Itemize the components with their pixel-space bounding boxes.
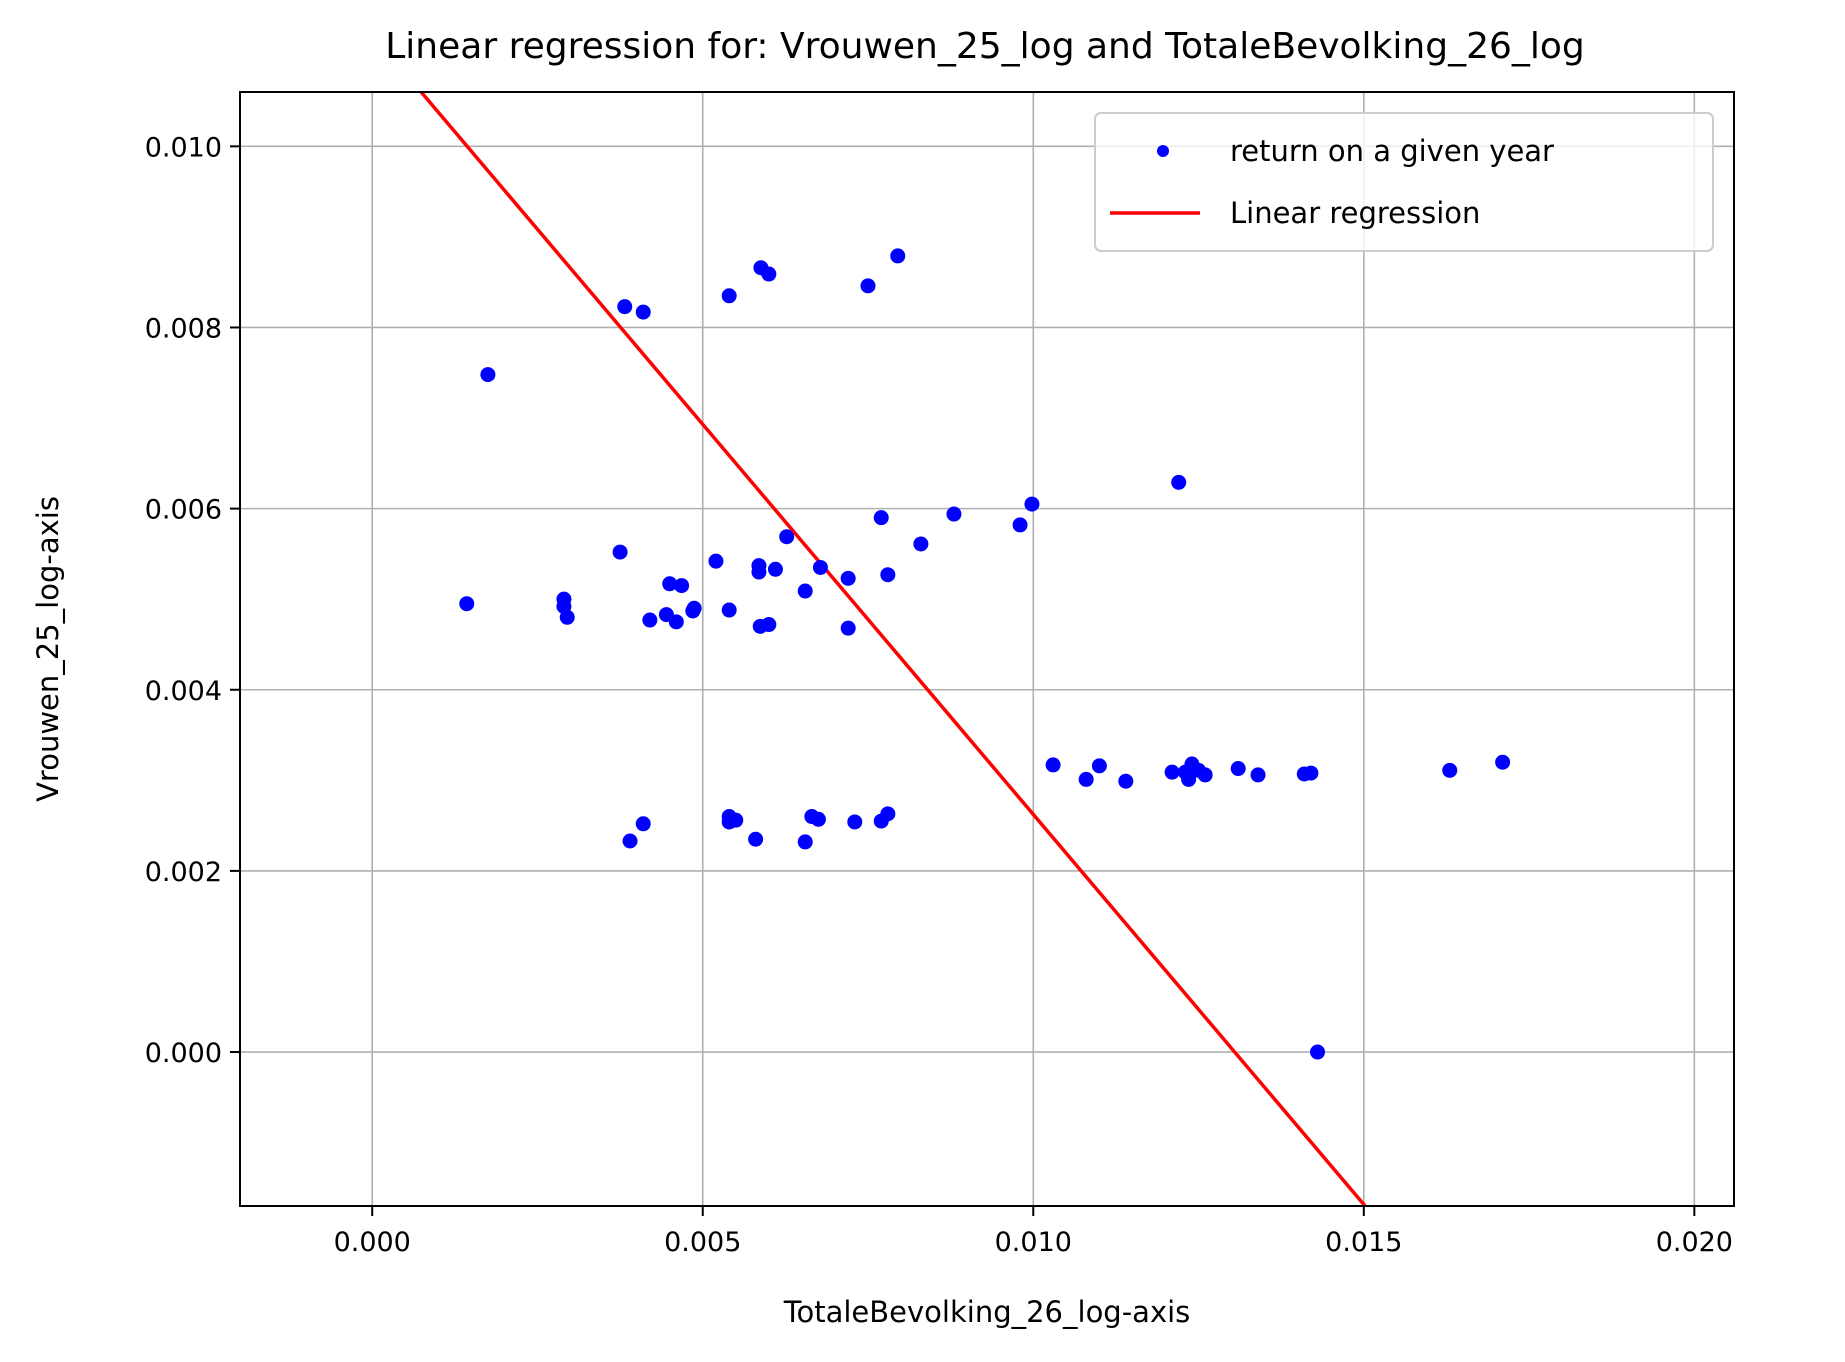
y-tick-label: 0.010 <box>145 132 222 163</box>
data-point <box>635 816 651 832</box>
data-point <box>1250 767 1266 783</box>
x-tick-label: 0.005 <box>664 1227 741 1258</box>
regression-line <box>419 92 1367 1206</box>
data-point <box>635 304 651 320</box>
data-point <box>873 510 889 526</box>
legend: return on a given year Linear regression <box>1094 112 1714 252</box>
data-point <box>459 596 475 612</box>
data-point <box>797 583 813 599</box>
data-point <box>728 812 744 828</box>
y-tick-label: 0.004 <box>145 676 222 707</box>
data-point <box>556 591 572 607</box>
data-point <box>860 278 876 294</box>
data-point <box>721 602 737 618</box>
x-tick-label: 0.000 <box>334 1227 411 1258</box>
data-point <box>840 620 856 636</box>
data-point <box>708 553 724 569</box>
data-point <box>622 833 638 849</box>
regression-series <box>419 92 1367 1206</box>
data-point <box>761 266 777 282</box>
data-point <box>662 576 678 592</box>
data-point <box>1310 1044 1326 1060</box>
scatter-series <box>459 248 1511 1060</box>
data-point <box>668 614 684 630</box>
x-axis-ticks: 0.000 0.005 0.010 0.015 0.020 <box>334 1206 1733 1258</box>
data-point <box>797 834 813 850</box>
data-point <box>686 600 702 616</box>
plot-frame <box>239 91 1735 1207</box>
data-point <box>913 536 929 552</box>
x-tick-label: 0.020 <box>1656 1227 1733 1258</box>
data-point <box>840 570 856 586</box>
x-tick-label: 0.015 <box>1325 1227 1402 1258</box>
y-tick-label: 0.008 <box>145 313 222 344</box>
data-point <box>779 529 795 545</box>
data-point <box>880 806 896 822</box>
data-point <box>847 814 863 830</box>
data-point <box>1078 771 1094 787</box>
data-point <box>480 367 496 383</box>
data-point <box>1024 496 1040 512</box>
data-point <box>946 506 962 522</box>
x-axis-label: TotaleBevolking_26_log-axis <box>783 1295 1191 1329</box>
data-point <box>1197 767 1213 783</box>
y-axis-ticks: 0.000 0.002 0.004 0.006 0.008 0.010 <box>145 132 240 1069</box>
data-point <box>617 299 633 315</box>
y-axis-label: Vrouwen_25_log-axis <box>31 496 65 802</box>
data-point <box>1164 764 1180 780</box>
y-tick-label: 0.002 <box>145 857 222 888</box>
data-point <box>1442 762 1458 778</box>
y-tick-label: 0.006 <box>145 495 222 526</box>
data-point <box>642 612 658 628</box>
legend-line-label: Linear regression <box>1230 196 1480 230</box>
data-point <box>559 609 575 625</box>
x-tick-label: 0.010 <box>995 1227 1072 1258</box>
data-point <box>1045 757 1061 773</box>
data-point <box>890 248 906 264</box>
data-point <box>721 288 737 304</box>
data-point <box>674 578 690 594</box>
legend-scatter-label: return on a given year <box>1230 134 1554 168</box>
data-point <box>767 561 783 577</box>
y-tick-label: 0.000 <box>145 1038 222 1069</box>
data-point <box>1012 517 1028 533</box>
data-point <box>812 559 828 575</box>
plot-area <box>240 92 1734 1206</box>
data-point <box>1230 761 1246 777</box>
chart-title: Linear regression for: Vrouwen_25_log an… <box>385 26 1585 67</box>
data-point <box>1171 474 1187 490</box>
data-point <box>612 544 628 560</box>
data-point <box>751 564 767 580</box>
data-point <box>1303 765 1319 781</box>
legend-box <box>1094 112 1714 252</box>
data-point <box>1181 771 1197 787</box>
data-point <box>761 617 777 633</box>
data-point <box>880 567 896 583</box>
data-point <box>810 811 826 827</box>
data-point <box>1091 758 1107 774</box>
legend-scatter-marker <box>1157 145 1169 157</box>
data-point <box>748 831 764 847</box>
data-point <box>1118 773 1134 789</box>
data-point <box>1495 754 1511 770</box>
